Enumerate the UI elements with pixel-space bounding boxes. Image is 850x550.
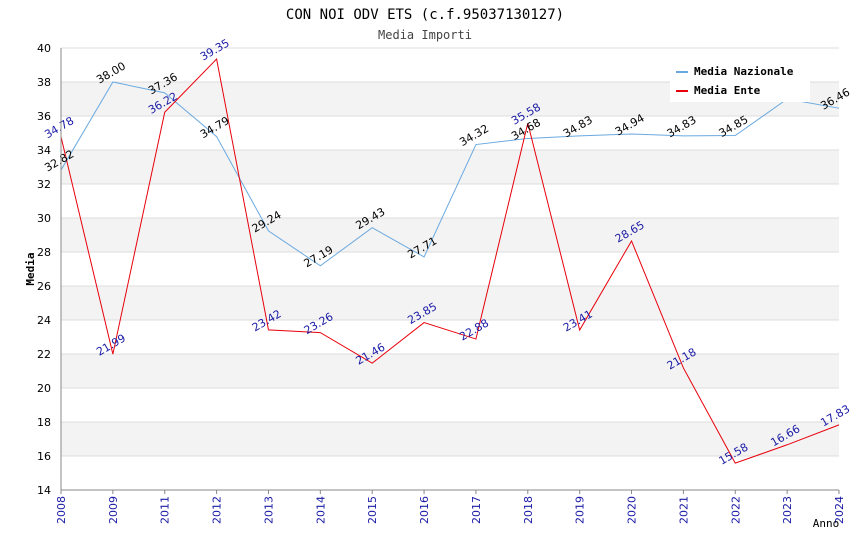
x-tick-label: 2018 [522, 496, 535, 524]
x-tick-label: 2020 [626, 496, 639, 524]
data-label: 22.88 [457, 317, 491, 344]
grid-band [61, 422, 839, 456]
x-tick-label: 2011 [159, 496, 172, 524]
y-tick-label: 16 [37, 450, 51, 463]
x-tick-label: 2015 [366, 496, 379, 524]
data-label: 34.32 [457, 122, 491, 149]
grid-band [61, 354, 839, 388]
y-tick-label: 26 [37, 280, 51, 293]
chart-subtitle: Media Importi [378, 28, 472, 42]
series-lines [60, 58, 840, 464]
y-tick-label: 22 [37, 348, 51, 361]
x-tick-label: 2017 [470, 496, 483, 524]
grid-band [61, 218, 839, 252]
y-axis-ticks: 14 16 18 20 22 24 26 28 30 32 34 36 38 40 [37, 42, 51, 497]
x-tick-label: 2016 [418, 496, 431, 524]
y-tick-label: 40 [37, 42, 51, 55]
y-tick-label: 30 [37, 212, 51, 225]
x-tick-label: 2019 [574, 496, 587, 524]
data-label: 39.35 [198, 37, 232, 64]
x-tick-label: 2014 [314, 496, 327, 524]
series-line-0 [60, 81, 840, 267]
x-tick-label: 2009 [107, 496, 120, 524]
y-tick-label: 38 [37, 76, 51, 89]
y-tick-label: 14 [37, 484, 51, 497]
x-tick-label: 2013 [262, 496, 275, 524]
legend: Media Nazionale Media Ente [670, 60, 810, 102]
x-tick-label: 2024 [833, 496, 846, 524]
x-tick-label: 2012 [211, 496, 224, 524]
x-tick-label: 2023 [781, 496, 794, 524]
x-tick-label: 2021 [677, 496, 690, 524]
y-tick-label: 20 [37, 382, 51, 395]
y-tick-label: 18 [37, 416, 51, 429]
x-axis-ticks: 2008 2009 2011 2012 2013 2014 2015 2016 2017 2018… [55, 490, 846, 524]
grid-band [61, 286, 839, 320]
chart-title: CON NOI ODV ETS (c.f.95037130127) [286, 7, 564, 23]
legend-label-media-ente: Media Ente [694, 84, 761, 97]
y-tick-label: 28 [37, 246, 51, 259]
legend-label-media-nazionale: Media Nazionale [694, 65, 794, 78]
y-tick-label: 36 [37, 110, 51, 123]
x-tick-label: 2022 [729, 496, 742, 524]
y-axis-label: Media [24, 252, 37, 285]
data-label: 34.79 [198, 114, 232, 141]
x-axis-label: Anno [813, 517, 840, 530]
series-line-1 [60, 58, 840, 464]
x-tick-label: 2008 [55, 496, 68, 524]
y-tick-label: 24 [37, 314, 51, 327]
grid-band [61, 150, 839, 184]
y-tick-label: 32 [37, 178, 51, 191]
y-tick-label: 34 [37, 144, 51, 157]
legend-box [670, 60, 810, 102]
